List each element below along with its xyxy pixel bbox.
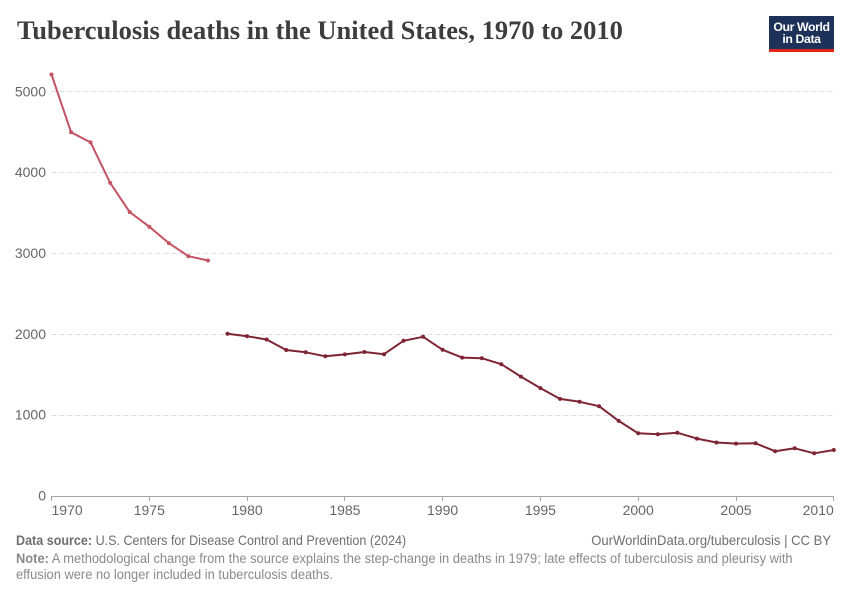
svg-text:1985: 1985 [329, 502, 360, 518]
svg-text:1970: 1970 [52, 502, 83, 518]
svg-text:1000: 1000 [15, 407, 46, 423]
svg-text:2000: 2000 [623, 502, 654, 518]
svg-text:1995: 1995 [525, 502, 556, 518]
svg-text:4000: 4000 [15, 164, 46, 180]
svg-text:1975: 1975 [134, 502, 165, 518]
svg-text:3000: 3000 [15, 245, 46, 261]
svg-text:2010: 2010 [803, 502, 834, 518]
svg-text:1990: 1990 [427, 502, 458, 518]
svg-text:2000: 2000 [15, 326, 46, 342]
svg-text:2005: 2005 [720, 502, 751, 518]
svg-text:0: 0 [38, 487, 46, 503]
svg-text:5000: 5000 [15, 83, 46, 99]
svg-text:1980: 1980 [232, 502, 263, 518]
